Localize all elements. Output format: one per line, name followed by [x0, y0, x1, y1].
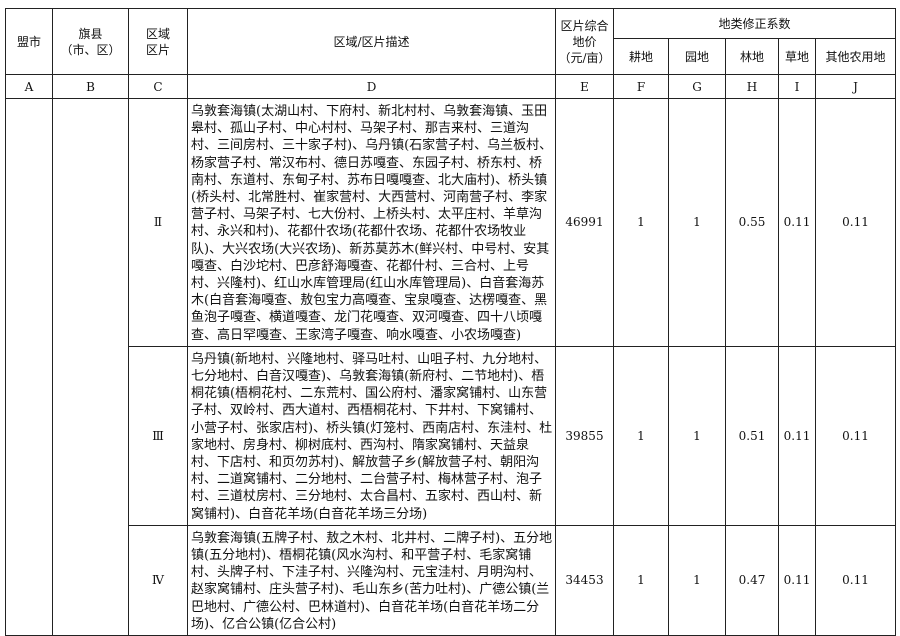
- garden-cell: 1: [668, 524, 726, 636]
- zone-cell: Ⅱ: [128, 98, 188, 347]
- forest-cell: 0.47: [725, 524, 779, 636]
- header-league-city: 盟市: [5, 8, 53, 75]
- price-cell: 34453: [555, 524, 614, 636]
- description-cell: 乌敦套海镇(太湖山村、下府村、新北村村、乌敦套海镇、玉田皋村、孤山子村、中心村村…: [187, 98, 556, 347]
- header-forest: 林地: [725, 38, 779, 75]
- letter-f: F: [613, 74, 669, 99]
- description-cell: 乌敦套海镇(五牌子村、敖之木村、北井村、二牌子村)、五分地镇(五分地村)、梧桐花…: [187, 524, 556, 636]
- header-price: 区片综合 地价 （元/亩）: [555, 8, 614, 75]
- other-cell: 0.11: [814, 98, 897, 347]
- other-cell: 0.11: [814, 345, 897, 526]
- header-coefficients: 地类修正系数: [612, 8, 897, 39]
- header-garden: 园地: [668, 38, 726, 75]
- garden-cell: 1: [668, 98, 726, 347]
- grass-cell: 0.11: [778, 98, 816, 347]
- forest-cell: 0.55: [725, 98, 779, 347]
- header-price-line3: （元/亩）: [558, 50, 611, 65]
- letter-b: B: [52, 74, 129, 99]
- letter-j: J: [814, 74, 897, 99]
- letter-h: H: [725, 74, 779, 99]
- header-grass: 草地: [778, 38, 816, 75]
- table-row: Ⅱ 乌敦套海镇(太湖山村、下府村、新北村村、乌敦套海镇、玉田皋村、孤山子村、中心…: [5, 97, 897, 636]
- letter-d: D: [187, 74, 556, 99]
- letter-c: C: [128, 74, 188, 99]
- price-cell: 46991: [555, 98, 614, 347]
- header-price-line1: 区片综合: [560, 18, 609, 33]
- garden-cell: 1: [668, 345, 726, 526]
- forest-cell: 0.51: [725, 345, 779, 526]
- cultivated-cell: 1: [613, 98, 669, 347]
- letter-i: I: [778, 74, 816, 99]
- cultivated-cell: 1: [613, 524, 669, 636]
- league-city-cell: [5, 97, 53, 636]
- table-row: Ⅳ 乌敦套海镇(五牌子村、敖之木村、北井村、二牌子村)、五分地镇(五分地村)、梧…: [6, 524, 897, 636]
- header-price-line2: 地价: [572, 34, 597, 49]
- header-zone-line2: 区片: [145, 42, 170, 57]
- header-zone: 区域 区片: [128, 8, 188, 75]
- land-price-table: 盟市 旗县 （市、区） 区域 区片 区域/区片描述 区片综合 地价 （元/亩） 地类修正…: [5, 8, 897, 636]
- county-cell: [52, 97, 129, 636]
- price-cell: 39855: [555, 345, 614, 526]
- zone-cell: Ⅲ: [128, 345, 188, 526]
- header-county-line1: 旗县: [78, 26, 103, 41]
- header-description: 区域/区片描述: [187, 8, 556, 75]
- header-county-line2: （市、区）: [60, 42, 121, 57]
- letter-e: E: [555, 74, 614, 99]
- cultivated-cell: 1: [613, 345, 669, 526]
- header-zone-line1: 区域: [145, 26, 170, 41]
- grass-cell: 0.11: [778, 345, 816, 526]
- header-county: 旗县 （市、区）: [52, 8, 129, 75]
- zone-cell: Ⅳ: [128, 524, 188, 636]
- grass-cell: 0.11: [778, 524, 816, 636]
- description-cell: 乌丹镇(新地村、兴隆地村、驿马吐村、山咀子村、九分地村、七分地村、白音汉嘎查)、…: [187, 345, 556, 526]
- table-row: Ⅲ 乌丹镇(新地村、兴隆地村、驿马吐村、山咀子村、九分地村、七分地村、白音汉嘎查…: [6, 345, 897, 526]
- letter-g: G: [668, 74, 726, 99]
- header-other: 其他农用地: [814, 38, 897, 75]
- other-cell: 0.11: [814, 524, 897, 636]
- letter-a: A: [5, 74, 53, 99]
- header-cultivated: 耕地: [613, 38, 669, 75]
